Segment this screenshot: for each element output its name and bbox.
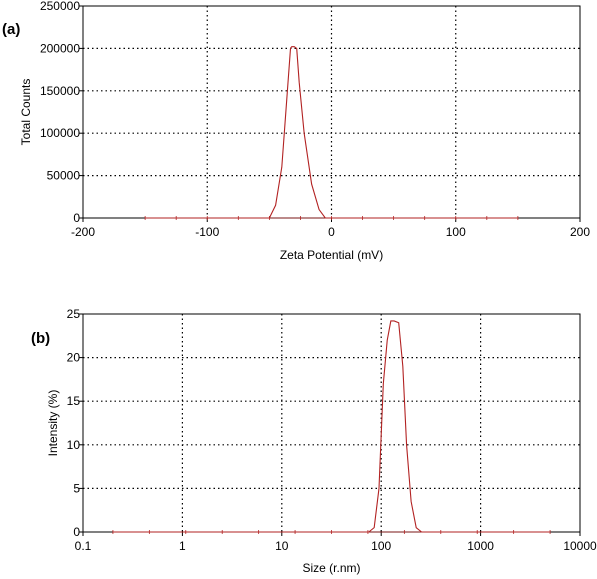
distribution-curve <box>112 320 551 533</box>
x-axis-title: Size (r.nm) <box>302 561 360 575</box>
y-tick-label: 200000 <box>40 41 80 55</box>
size-distribution-chart: 0.1 1 10 100 1000 10000 0 5 10 15 20 25 Size (r.nm) I… <box>46 307 597 575</box>
x-axis-title: Zeta Potential (mV) <box>280 248 383 262</box>
zeta-potential-chart: -200 -100 0 100 200 0 50000 100000 150000 200000 2… <box>19 0 590 262</box>
x-tick-label: 100 <box>371 539 391 553</box>
y-axis-title: Total Counts <box>19 79 33 146</box>
x-tick-label: -200 <box>71 225 95 239</box>
y-tick-label: 250000 <box>40 0 80 13</box>
y-tick-label: 25 <box>67 307 81 321</box>
y-tick-label: 5 <box>73 481 80 495</box>
y-tick-label: 150000 <box>40 84 80 98</box>
y-tick-label: 10 <box>67 438 81 452</box>
x-tick-label: -100 <box>195 225 219 239</box>
x-tick-label: 100 <box>446 225 466 239</box>
y-tick-label: 100000 <box>40 126 80 140</box>
x-tick-label: 1 <box>179 539 186 553</box>
y-tick-label: 15 <box>67 394 81 408</box>
x-tick-label: 0 <box>328 225 335 239</box>
x-tick-label: 0.1 <box>75 539 92 553</box>
y-tick-label: 20 <box>67 351 81 365</box>
y-tick-label: 0 <box>73 525 80 539</box>
x-tick-label: 10000 <box>563 539 597 553</box>
x-tick-label: 1000 <box>467 539 494 553</box>
y-tick-label: 0 <box>73 211 80 225</box>
x-tick-label: 200 <box>570 225 590 239</box>
distribution-curve <box>145 46 518 219</box>
y-tick-label: 50000 <box>47 169 81 183</box>
y-axis-title: Intensity (%) <box>46 390 60 457</box>
plot-frame <box>82 313 581 533</box>
panel-label-a: (a) <box>2 21 20 38</box>
x-tick-label: 10 <box>275 539 289 553</box>
panel-label-b: (b) <box>31 330 50 347</box>
